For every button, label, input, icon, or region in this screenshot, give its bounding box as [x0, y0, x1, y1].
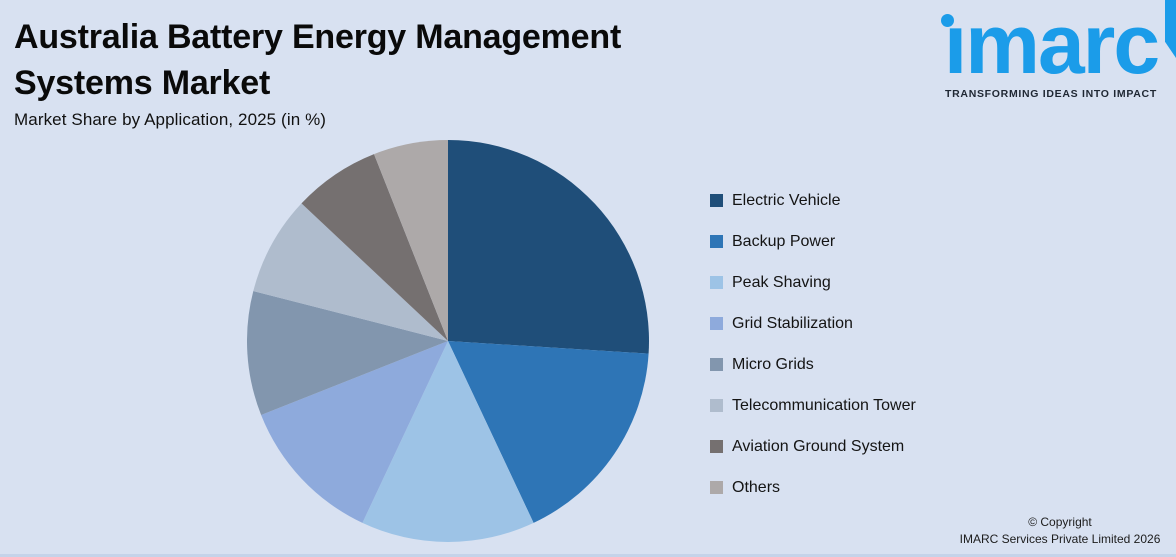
legend-item-micro-grids: Micro Grids — [710, 355, 916, 373]
imarc-logo-i-dot-icon — [941, 14, 954, 27]
legend-item-others: Others — [710, 478, 916, 496]
legend-swatch-icon — [710, 440, 723, 453]
pie-slice-aviation-ground-system — [301, 154, 448, 341]
copyright-notice: © Copyright IMARC Services Private Limit… — [950, 514, 1170, 548]
legend-swatch-icon — [710, 358, 723, 371]
pie-slice-grid-stabilization — [261, 341, 448, 523]
legend-item-backup-power: Backup Power — [710, 232, 916, 250]
legend-label: Grid Stabilization — [732, 314, 853, 332]
copyright-line2: IMARC Services Private Limited 2026 — [959, 532, 1161, 546]
legend-label: Telecommunication Tower — [732, 396, 916, 414]
imarc-logo-tagline: TRANSFORMING IDEAS INTO IMPACT — [945, 88, 1157, 100]
legend-swatch-icon — [710, 235, 723, 248]
legend-label: Others — [732, 478, 781, 496]
pie-chart — [247, 140, 649, 542]
legend-item-aviation-ground-system: Aviation Ground System — [710, 437, 916, 455]
legend-item-peak-shaving: Peak Shaving — [710, 273, 916, 291]
legend-swatch-icon — [710, 317, 723, 330]
legend-swatch-icon — [710, 194, 723, 207]
pie-slice-others — [374, 140, 448, 341]
legend-label: Peak Shaving — [732, 273, 831, 291]
legend-label: Aviation Ground System — [732, 437, 905, 455]
header: Australia Battery Energy Management Syst… — [14, 14, 714, 130]
legend-swatch-icon — [710, 481, 723, 494]
pie-slice-peak-shaving — [362, 341, 534, 542]
legend-label: Backup Power — [732, 232, 836, 250]
pie-chart-svg — [247, 140, 649, 542]
legend-item-electric-vehicle: Electric Vehicle — [710, 191, 916, 209]
copyright-line1: © Copyright — [1028, 515, 1092, 529]
legend-swatch-icon — [710, 276, 723, 289]
imarc-logo: ımarc TRANSFORMING IDEAS INTO IMPACT — [936, 2, 1166, 100]
page-subtitle: Market Share by Application, 2025 (in %) — [14, 110, 327, 129]
legend-swatch-icon — [710, 399, 723, 412]
pie-slice-electric-vehicle — [448, 140, 649, 354]
corner-accent-shape — [1165, 0, 1176, 58]
pie-slice-backup-power — [448, 341, 649, 523]
chart-legend: Electric Vehicle Backup Power Peak Shaving… — [710, 191, 916, 496]
page-title: Australia Battery Energy Management Syst… — [14, 18, 622, 102]
legend-label: Electric Vehicle — [732, 191, 841, 209]
legend-item-grid-stabilization: Grid Stabilization — [710, 314, 916, 332]
legend-label: Micro Grids — [732, 355, 814, 373]
pie-slice-micro-grids — [247, 291, 448, 415]
imarc-logo-wordmark: ımarc — [943, 0, 1160, 91]
pie-slice-telecommunication-tower — [253, 203, 448, 341]
legend-item-telecommunication-tower: Telecommunication Tower — [710, 396, 916, 414]
